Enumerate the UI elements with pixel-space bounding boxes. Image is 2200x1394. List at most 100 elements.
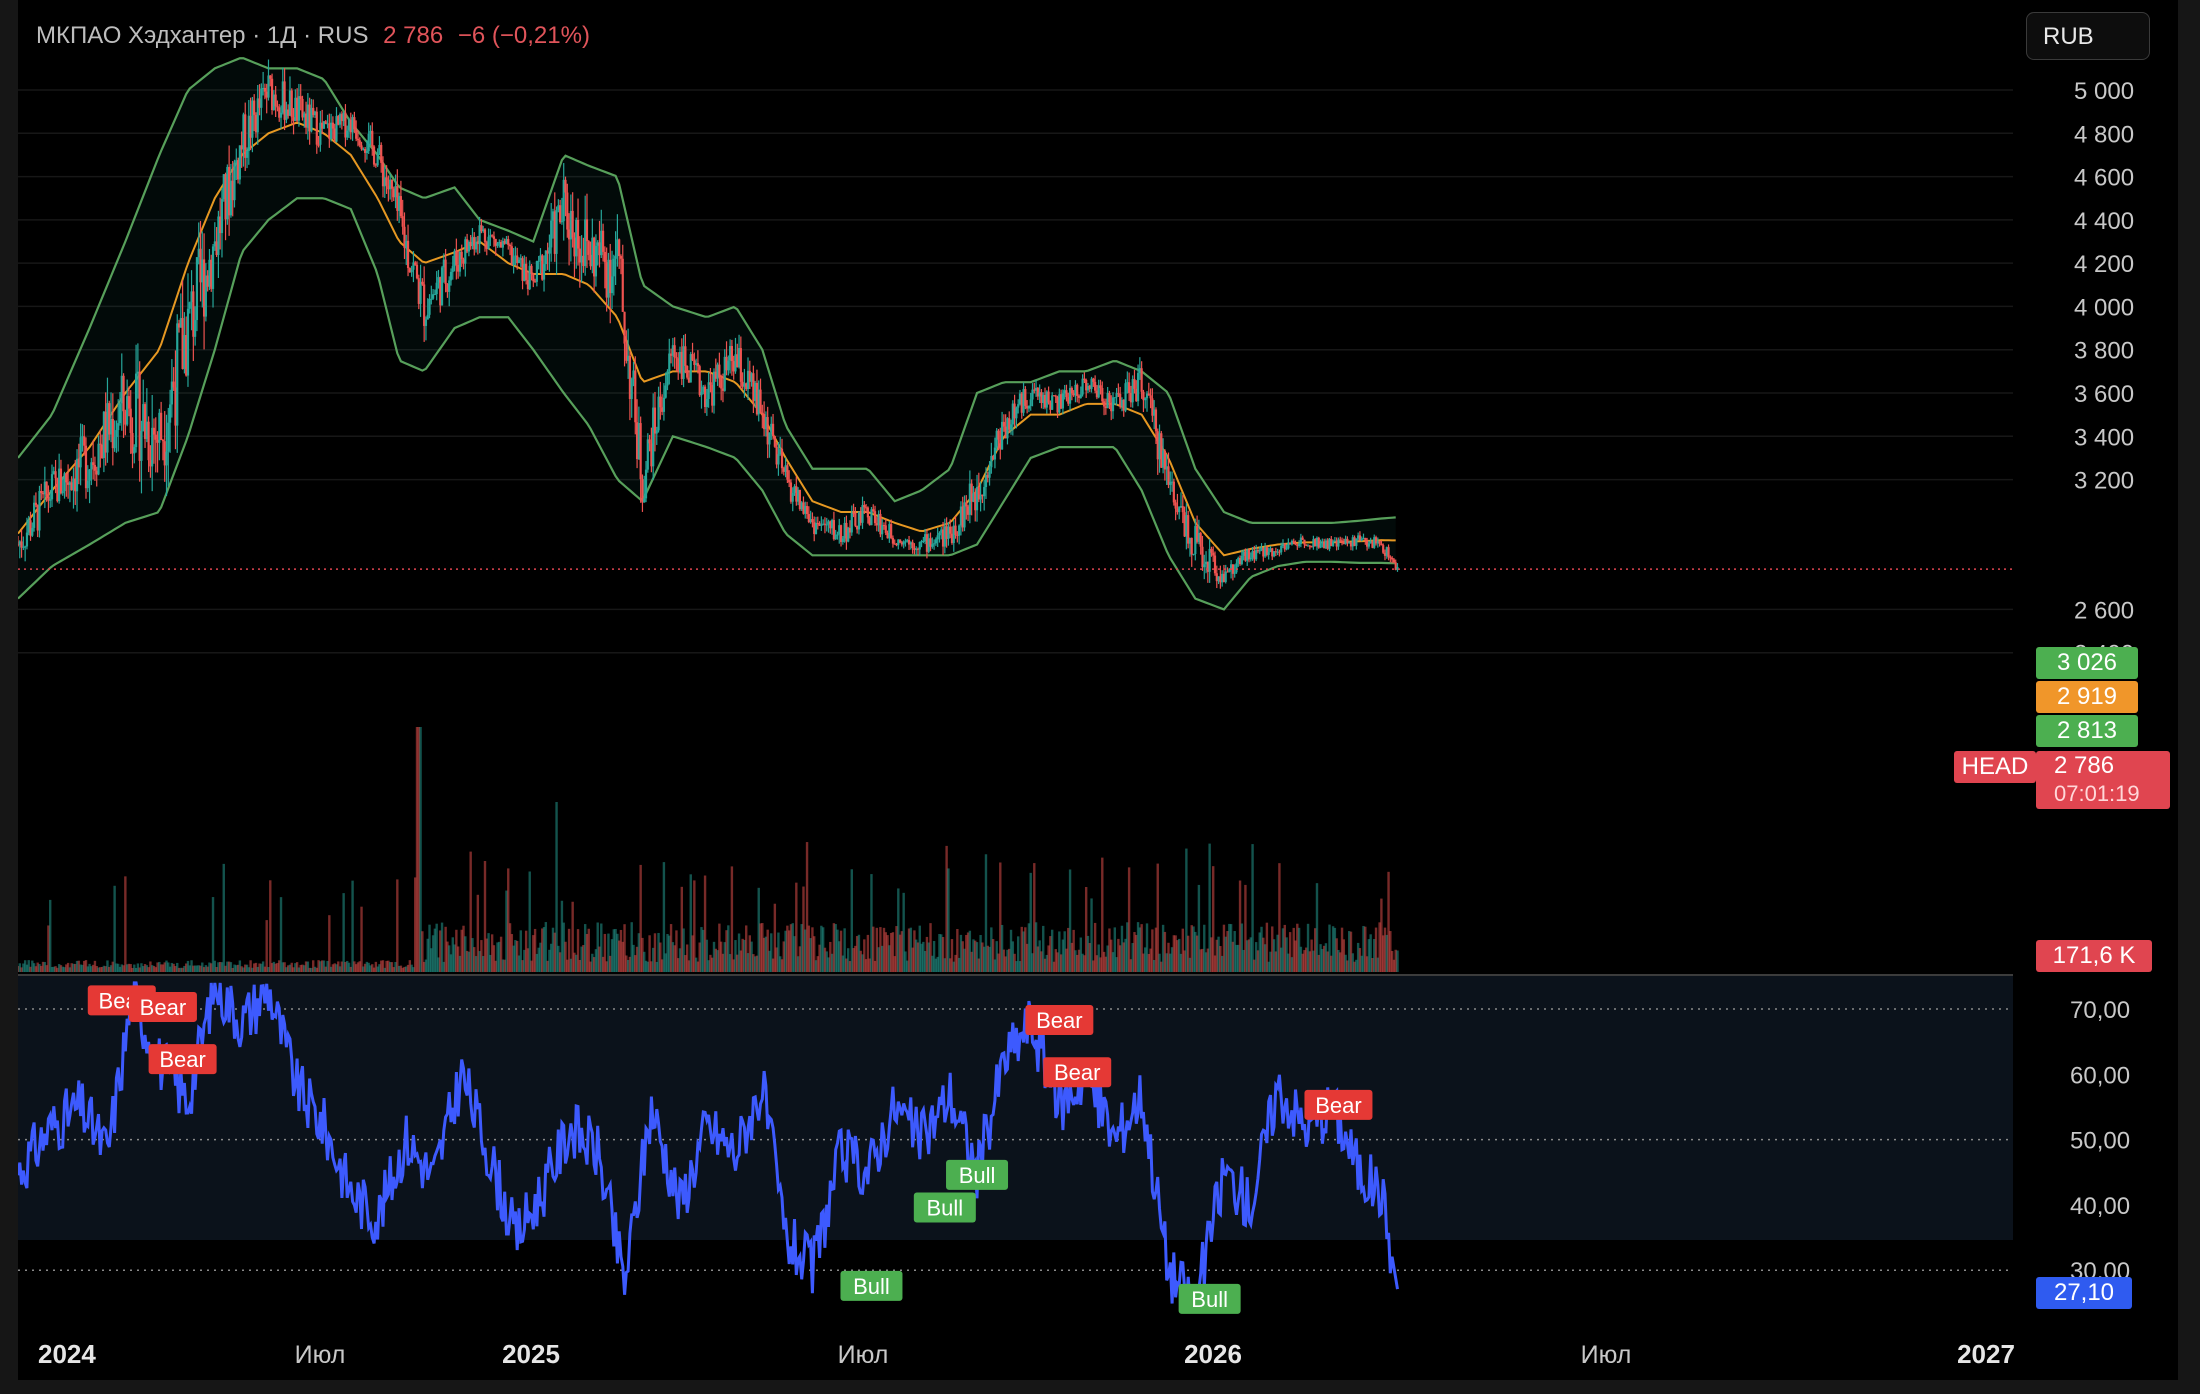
- symbol-legend[interactable]: МКПАО Хэдхантер · 1Д · RUS 2 786 −6 (−0,…: [36, 22, 590, 50]
- volume-bar: [1120, 925, 1124, 972]
- volume-bar: [617, 940, 621, 972]
- volume-bar: [1077, 949, 1081, 972]
- volume-bar: [337, 961, 340, 972]
- volume-bar: [929, 923, 932, 972]
- signal-bear[interactable]: Bear: [1043, 1057, 1112, 1088]
- volume-bar: [544, 922, 548, 972]
- volume-bar: [1158, 953, 1161, 972]
- volume-bar: [1101, 857, 1104, 972]
- candle-body: [823, 523, 827, 525]
- volume-bar: [240, 966, 243, 972]
- signal-bear[interactable]: Bear: [128, 991, 197, 1022]
- volume-bar: [340, 961, 344, 972]
- candle-body: [140, 431, 143, 461]
- candle-body: [1160, 433, 1163, 468]
- signal-bear[interactable]: Bear: [1304, 1089, 1373, 1120]
- signal-bull[interactable]: Bull: [840, 1270, 903, 1301]
- candle-body: [958, 525, 961, 536]
- volume-bar: [476, 894, 480, 972]
- candle-body: [70, 482, 73, 491]
- signal-bear[interactable]: Bear: [148, 1044, 217, 1075]
- bb-fill: [18, 58, 1396, 610]
- volume-bar: [966, 932, 970, 972]
- volume-bar: [866, 934, 870, 972]
- candle-body: [1292, 540, 1295, 543]
- volume-bar: [50, 966, 54, 972]
- rsi-series: [18, 981, 1399, 1310]
- signal-bull[interactable]: Bull: [946, 1159, 1009, 1190]
- candle-body: [1097, 385, 1100, 398]
- candle-body: [668, 353, 671, 372]
- time-axis[interactable]: 2024 Июл 2025 Июл 2026 Июл 2027: [38, 1339, 2015, 1369]
- volume-bar: [38, 964, 41, 972]
- candle-body: [680, 351, 683, 379]
- candle-body: [1303, 539, 1306, 545]
- volume-bar: [269, 880, 272, 972]
- candle-body: [1369, 541, 1372, 544]
- candle-body: [59, 468, 63, 494]
- candle-body: [1187, 515, 1190, 544]
- candle-body: [448, 280, 451, 292]
- volume-bar: [694, 957, 698, 972]
- volume-bar: [558, 952, 562, 972]
- signal-bull[interactable]: Bull: [913, 1192, 976, 1223]
- candle-body: [100, 444, 104, 459]
- candle-body: [618, 239, 621, 257]
- volume-bar: [1253, 959, 1256, 972]
- volume-bar: [1129, 959, 1133, 972]
- candle-body: [24, 546, 27, 548]
- candle-body: [997, 430, 1000, 440]
- volume-bar: [127, 963, 131, 972]
- volume-bar: [313, 966, 317, 972]
- chart-canvas[interactable]: BearBearBearBearBearBearBullBullBullBull…: [18, 0, 2178, 1380]
- signal-bull[interactable]: Bull: [1178, 1283, 1241, 1314]
- candle-body: [532, 273, 535, 282]
- volume-bar: [193, 965, 197, 972]
- signal-label: Bear: [1054, 1060, 1100, 1085]
- candle-body: [714, 371, 717, 379]
- currency-button[interactable]: RUB: [2026, 12, 2150, 60]
- candle-body: [1158, 433, 1161, 460]
- volume-bar: [653, 933, 657, 972]
- time-tick-label: 2026: [1184, 1339, 1242, 1369]
- candle-body: [1026, 405, 1029, 409]
- candle-body: [283, 81, 286, 120]
- candle-body: [371, 130, 374, 147]
- volume-bar: [247, 967, 251, 972]
- last-price-tag: 2 786 07:01:19: [2036, 751, 2170, 809]
- volume-bar: [1308, 951, 1312, 972]
- volume-bar: [498, 941, 501, 972]
- volume-bar: [889, 932, 893, 972]
- candle-body: [75, 458, 79, 492]
- candle-body: [439, 277, 442, 306]
- candle-body: [1086, 385, 1090, 391]
- volume-bar: [677, 958, 680, 972]
- candle-body: [784, 465, 787, 472]
- candle-body: [743, 383, 746, 387]
- candle-body: [1020, 393, 1023, 413]
- candle-body: [881, 525, 884, 535]
- candle-body: [1002, 421, 1005, 427]
- signal-bear[interactable]: Bear: [1025, 1005, 1094, 1035]
- candle-body: [410, 269, 413, 273]
- candle-body: [41, 493, 45, 495]
- candle-body: [1047, 391, 1050, 403]
- volume-bar: [1042, 925, 1045, 972]
- price-tick-label: 4 200: [2074, 251, 2134, 278]
- volume-bar: [31, 960, 34, 972]
- candle-body: [931, 544, 934, 547]
- candle-body: [1110, 402, 1113, 412]
- candle-body: [20, 541, 23, 548]
- volume-bar: [727, 925, 730, 972]
- candle-body: [1371, 541, 1374, 548]
- volume-bar: [1188, 957, 1192, 972]
- volume-bar: [444, 926, 447, 972]
- candle-body: [206, 275, 209, 287]
- candle-body: [802, 502, 805, 514]
- volume-bar: [449, 954, 453, 972]
- candle-body: [512, 256, 515, 265]
- volume-bar: [1238, 880, 1242, 972]
- candle-body: [322, 121, 326, 129]
